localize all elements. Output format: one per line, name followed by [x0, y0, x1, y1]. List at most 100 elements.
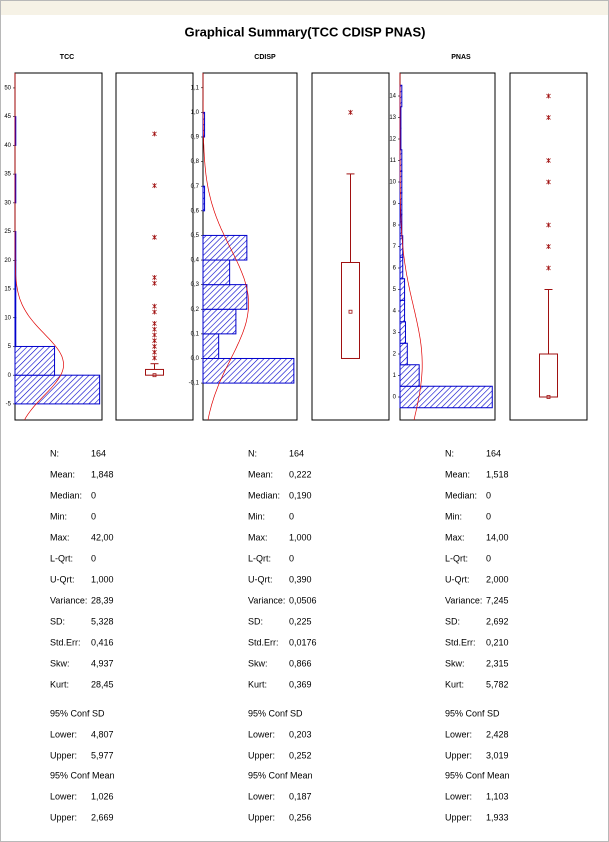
y-tick-label: 0 — [8, 373, 12, 379]
histogram-bar — [202, 259, 231, 286]
outlier — [152, 355, 157, 361]
y-tick-label: 5 — [393, 287, 397, 293]
y-tick-label: 9 — [393, 201, 397, 207]
stat-label: Kurt: — [50, 679, 69, 689]
stat-label: Skw: — [248, 658, 268, 668]
stat-label: Lower: — [248, 729, 275, 739]
median-marker — [152, 373, 157, 378]
stat-value: 0,225 — [289, 616, 312, 626]
stat-value: 7,245 — [486, 595, 509, 605]
y-tick-label: 4 — [393, 309, 397, 315]
stat-value: 0,416 — [91, 637, 114, 647]
y-tick-label: 0,4 — [191, 258, 200, 264]
stat-label: Upper: — [248, 812, 275, 822]
y-tick-label: 40 — [4, 143, 11, 149]
box — [539, 353, 558, 398]
histogram-bar — [399, 299, 406, 323]
stat-value: 1,518 — [486, 469, 509, 479]
y-tick-label: 13 — [389, 115, 396, 121]
outlier — [152, 309, 157, 315]
stat-label: Mean: — [248, 469, 273, 479]
histogram-bar — [14, 317, 17, 347]
stat-label: Upper: — [445, 750, 472, 760]
stat-value: 0 — [91, 490, 96, 500]
panel-title: CDISP — [254, 54, 276, 61]
stat-label: SD: — [248, 616, 263, 626]
stat-value: 164 — [486, 448, 501, 458]
stat-label: Std.Err: — [248, 637, 279, 647]
y-tick-label: 45 — [4, 114, 11, 120]
y-tick-label: 1 — [393, 373, 397, 379]
outlier — [546, 179, 551, 185]
stat-value: 5,977 — [91, 750, 114, 760]
stat-value: 1,933 — [486, 812, 509, 822]
outlier — [152, 320, 157, 326]
stat-value: 0 — [486, 553, 491, 563]
box — [341, 261, 360, 359]
y-tick-label: 25 — [4, 229, 11, 235]
stat-label: Min: — [445, 511, 462, 521]
stat-label: Lower: — [445, 791, 472, 801]
stat-value: 3,019 — [486, 750, 509, 760]
stat-label: Lower: — [248, 791, 275, 801]
y-tick-label: 50 — [4, 86, 11, 92]
histogram-bar — [14, 288, 17, 319]
y-tick-label: 0,6 — [191, 208, 200, 214]
y-tick-label: -0,1 — [189, 381, 200, 387]
y-tick-label: 1,1 — [191, 85, 200, 91]
stat-label: Median: — [248, 490, 280, 500]
histogram-frame — [399, 72, 496, 421]
boxplot-frame — [115, 72, 194, 421]
stat-label: U-Qrt: — [50, 574, 75, 584]
histogram-bar — [399, 321, 406, 344]
median-marker — [348, 309, 353, 314]
stat-label: Std.Err: — [50, 637, 81, 647]
stat-label: U-Qrt: — [248, 574, 273, 584]
stat-label: Min: — [248, 511, 265, 521]
conf-title: 95% Conf Mean — [445, 770, 510, 780]
stat-value: 0,190 — [289, 490, 312, 500]
stat-value: 42,00 — [91, 532, 114, 542]
stat-label: Upper: — [445, 812, 472, 822]
stat-value: 1,848 — [91, 469, 114, 479]
stat-value: 1,103 — [486, 791, 509, 801]
histogram-bar — [202, 357, 295, 384]
stat-value: 0 — [486, 490, 491, 500]
stat-label: SD: — [50, 616, 65, 626]
outlier — [152, 338, 157, 344]
stat-label: N: — [248, 448, 257, 458]
y-tick-label: 11 — [390, 158, 397, 164]
box — [145, 368, 164, 376]
histogram-bar — [399, 278, 406, 301]
conf-title: 95% Conf Mean — [248, 770, 313, 780]
stat-value: 0,210 — [486, 637, 509, 647]
panel-title: TCC — [60, 54, 74, 61]
stat-value: 0,866 — [289, 658, 312, 668]
stat-value: 0 — [289, 553, 294, 563]
stat-value: 4,937 — [91, 658, 114, 668]
stat-label: Lower: — [50, 729, 77, 739]
y-tick-label: 5 — [8, 344, 12, 350]
boxplot-frame — [509, 72, 588, 421]
y-tick-label: 10 — [4, 315, 11, 321]
outlier — [152, 343, 157, 349]
stat-value: 5,328 — [91, 616, 114, 626]
stat-value: 4,807 — [91, 729, 114, 739]
stat-label: Lower: — [50, 791, 77, 801]
stat-label: N: — [50, 448, 59, 458]
stat-label: L-Qrt: — [248, 553, 271, 563]
stat-value: 0,0506 — [289, 595, 317, 605]
stat-value: 0 — [486, 511, 491, 521]
stat-value: 0,369 — [289, 679, 312, 689]
histogram-bar — [202, 284, 248, 310]
y-tick-label: 6 — [393, 266, 397, 272]
stat-label: L-Qrt: — [50, 553, 73, 563]
stat-label: Kurt: — [248, 679, 267, 689]
stat-label: Variance: — [445, 595, 482, 605]
stat-label: Variance: — [50, 595, 87, 605]
y-tick-label: 0,2 — [191, 307, 200, 313]
stat-label: Variance: — [248, 595, 285, 605]
stat-value: 1,000 — [289, 532, 312, 542]
outlier — [152, 349, 157, 355]
